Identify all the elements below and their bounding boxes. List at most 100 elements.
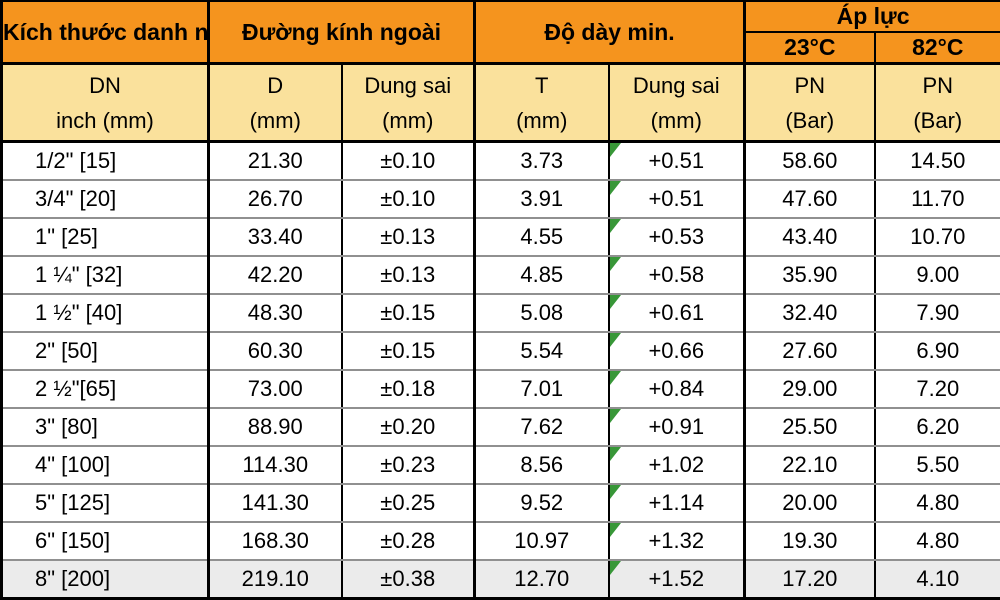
cell-outer-diameter: 219.10: [208, 560, 343, 600]
cell-outer-diameter: 141.30: [208, 484, 343, 524]
header-nominal-size: Kích thước danh nghĩa: [0, 0, 210, 65]
cell-thickness-tolerance: +0.61: [608, 293, 747, 333]
cell-pn-82c: 9.00: [874, 255, 1000, 295]
cell-thickness-tolerance-value: +1.14: [648, 490, 705, 516]
subheader-d-tolerance-line1: Dung sai: [364, 72, 452, 98]
cell-flag-triangle-icon: [609, 294, 621, 309]
cell-outer-diameter: 168.30: [208, 522, 343, 562]
cell-diameter-tolerance: ±0.20: [341, 408, 477, 448]
cell-thickness-tolerance: +1.14: [608, 484, 747, 524]
cell-pn-23c: 47.60: [744, 179, 876, 219]
cell-thickness-tolerance-value: +0.51: [648, 185, 705, 211]
header-temp-82c: 82°C: [874, 32, 1000, 65]
subheader-pn-23: PN (Bar): [744, 62, 876, 143]
cell-thickness: 4.55: [474, 217, 610, 257]
cell-diameter-tolerance: ±0.25: [341, 484, 477, 524]
table-row: 3" [80] 88.90 ±0.20 7.62 +0.91 25.50 6.2…: [0, 408, 1000, 448]
subheader-t-line1: T: [535, 72, 549, 98]
cell-diameter-tolerance: ±0.23: [341, 446, 477, 486]
cell-outer-diameter: 42.20: [208, 255, 343, 295]
subheader-pn-23-line1: PN: [794, 72, 826, 98]
cell-pn-82c: 6.90: [874, 331, 1000, 371]
cell-thickness-tolerance-value: +0.58: [648, 261, 705, 287]
cell-pn-82c: 5.50: [874, 446, 1000, 486]
cell-thickness: 3.91: [474, 179, 610, 219]
subheader-d-line1: D: [267, 72, 284, 98]
cell-diameter-tolerance: ±0.28: [341, 522, 477, 562]
cell-thickness-tolerance-value: +0.51: [648, 147, 705, 173]
cell-dn-size: 8" [200]: [0, 560, 210, 600]
header-pressure: Áp lực: [744, 0, 1000, 33]
header-min-thickness: Độ dày min.: [474, 0, 747, 65]
cell-thickness-tolerance-value: +0.91: [648, 414, 705, 440]
cell-outer-diameter: 26.70: [208, 179, 343, 219]
cell-pn-23c: 17.20: [744, 560, 876, 600]
cell-dn-size: 6" [150]: [0, 522, 210, 562]
cell-pn-23c: 22.10: [744, 446, 876, 486]
table-row: 2 ½"[65] 73.00 ±0.18 7.01 +0.84 29.00 7.…: [0, 369, 1000, 410]
cell-pn-82c: 4.80: [874, 522, 1000, 562]
subheader-d: D (mm): [208, 62, 343, 143]
cell-thickness-tolerance: +1.32: [608, 522, 747, 562]
cell-thickness: 5.08: [474, 293, 610, 333]
cell-diameter-tolerance: ±0.13: [341, 255, 477, 295]
cell-thickness-tolerance: +0.51: [608, 141, 747, 181]
cell-pn-23c: 58.60: [744, 141, 876, 181]
cell-thickness-tolerance: +0.66: [608, 331, 747, 371]
cell-dn-size: 5" [125]: [0, 484, 210, 524]
cell-thickness: 10.97: [474, 522, 610, 562]
cell-diameter-tolerance: ±0.10: [341, 179, 477, 219]
cell-thickness-tolerance: +0.51: [608, 179, 747, 219]
table-row: 4" [100] 114.30 ±0.23 8.56 +1.02 22.10 5…: [0, 446, 1000, 486]
cell-diameter-tolerance: ±0.15: [341, 331, 477, 371]
cell-thickness: 3.73: [474, 141, 610, 181]
cell-diameter-tolerance: ±0.18: [341, 369, 477, 410]
cell-thickness-tolerance-value: +1.02: [648, 452, 705, 478]
cell-outer-diameter: 73.00: [208, 369, 343, 410]
cell-thickness-tolerance-value: +0.53: [648, 223, 705, 249]
subheader-dn-line2: inch (mm): [56, 107, 154, 133]
cell-flag-triangle-icon: [609, 409, 621, 424]
cell-thickness-tolerance: +0.58: [608, 255, 747, 295]
cell-pn-82c: 14.50: [874, 141, 1000, 181]
subheader-t: T (mm): [474, 62, 610, 143]
cell-thickness: 4.85: [474, 255, 610, 295]
cell-pn-23c: 35.90: [744, 255, 876, 295]
cell-dn-size: 1 ½" [40]: [0, 293, 210, 333]
table-row: 1 ¼" [32] 42.20 ±0.13 4.85 +0.58 35.90 9…: [0, 255, 1000, 295]
cell-thickness: 9.52: [474, 484, 610, 524]
cell-pn-23c: 20.00: [744, 484, 876, 524]
cell-dn-size: 1/2" [15]: [0, 141, 210, 181]
cell-thickness-tolerance: +1.02: [608, 446, 747, 486]
subheader-d-tolerance-line2: (mm): [382, 107, 434, 133]
cell-diameter-tolerance: ±0.10: [341, 141, 477, 181]
cell-pn-23c: 25.50: [744, 408, 876, 448]
cell-flag-triangle-icon: [609, 256, 621, 271]
cell-outer-diameter: 60.30: [208, 331, 343, 371]
cell-pn-82c: 4.10: [874, 560, 1000, 600]
cell-thickness-tolerance-value: +1.52: [648, 566, 705, 592]
cell-dn-size: 3" [80]: [0, 408, 210, 448]
cell-thickness-tolerance-value: +1.32: [648, 528, 705, 554]
subheader-pn-82-line2: (Bar): [913, 107, 963, 133]
subheader-pn-82: PN (Bar): [874, 62, 1000, 143]
subheader-t-tolerance-line1: Dung sai: [632, 72, 720, 98]
cell-thickness-tolerance-value: +0.66: [648, 337, 705, 363]
header-temp-23c: 23°C: [744, 32, 876, 65]
subheader-d-line2: (mm): [249, 107, 301, 133]
cell-dn-size: 4" [100]: [0, 446, 210, 486]
cell-pn-82c: 11.70: [874, 179, 1000, 219]
cell-thickness: 12.70: [474, 560, 610, 600]
table-row: 1 ½" [40] 48.30 ±0.15 5.08 +0.61 32.40 7…: [0, 293, 1000, 333]
cell-thickness: 7.01: [474, 369, 610, 410]
table-row: 1" [25] 33.40 ±0.13 4.55 +0.53 43.40 10.…: [0, 217, 1000, 257]
cell-pn-82c: 10.70: [874, 217, 1000, 257]
subheader-t-line2: (mm): [516, 107, 568, 133]
cell-pn-23c: 27.60: [744, 331, 876, 371]
table-row: 8" [200] 219.10 ±0.38 12.70 +1.52 17.20 …: [0, 560, 1000, 600]
cell-outer-diameter: 21.30: [208, 141, 343, 181]
cell-flag-triangle-icon: [609, 332, 621, 347]
cell-dn-size: 2 ½"[65]: [0, 369, 210, 410]
cell-thickness-tolerance: +1.52: [608, 560, 747, 600]
